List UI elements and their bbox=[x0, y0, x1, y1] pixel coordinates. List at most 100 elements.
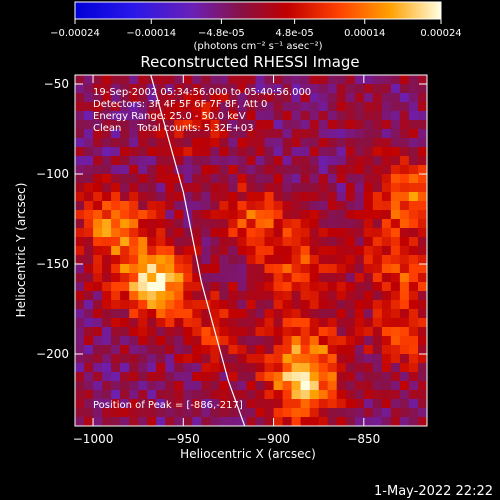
heatmap-cell bbox=[327, 75, 338, 85]
heatmap-cell bbox=[327, 363, 338, 373]
heatmap-cell bbox=[381, 210, 392, 220]
heatmap-cell bbox=[147, 147, 157, 157]
heatmap-cell bbox=[174, 75, 184, 85]
heatmap-cell bbox=[111, 201, 121, 211]
heatmap-cell bbox=[102, 129, 112, 139]
heatmap-cell bbox=[201, 273, 212, 283]
heatmap-cell bbox=[345, 120, 356, 130]
heatmap-cell bbox=[399, 417, 410, 426]
heatmap-cell bbox=[246, 120, 257, 130]
heatmap-cell bbox=[255, 282, 266, 292]
heatmap-cell bbox=[327, 201, 338, 211]
heatmap-cell bbox=[255, 273, 266, 283]
heatmap-cell bbox=[192, 417, 202, 426]
heatmap-cell bbox=[75, 165, 85, 175]
heatmap-cell bbox=[120, 372, 130, 382]
heatmap-cell bbox=[354, 399, 365, 409]
heatmap-cell bbox=[381, 255, 392, 265]
heatmap-cell bbox=[165, 228, 175, 238]
heatmap-cell bbox=[219, 327, 230, 337]
heatmap-cell bbox=[75, 273, 85, 283]
heatmap-cell bbox=[418, 120, 427, 130]
heatmap-cell bbox=[183, 183, 193, 193]
heatmap-cell bbox=[111, 273, 121, 283]
heatmap-cell bbox=[399, 363, 410, 373]
heatmap-cell bbox=[84, 174, 94, 184]
heatmap-cell bbox=[183, 399, 193, 409]
heatmap-cell bbox=[174, 210, 184, 220]
heatmap-cell bbox=[147, 156, 157, 166]
heatmap-cell bbox=[336, 174, 347, 184]
heatmap-cell bbox=[399, 156, 410, 166]
heatmap-cell bbox=[84, 246, 94, 256]
heatmap-cell bbox=[120, 300, 130, 310]
heatmap-cell bbox=[399, 138, 410, 148]
heatmap-cell bbox=[120, 309, 130, 319]
heatmap-cell bbox=[147, 336, 157, 346]
heatmap-cell bbox=[273, 210, 284, 220]
heatmap-cell bbox=[84, 219, 94, 229]
heatmap-cell bbox=[174, 345, 184, 355]
heatmap-cell bbox=[309, 282, 320, 292]
heatmap-cell bbox=[174, 363, 184, 373]
heatmap-cell bbox=[120, 255, 130, 265]
heatmap-cell bbox=[264, 102, 275, 112]
heatmap-cell bbox=[138, 345, 148, 355]
heatmap-cell bbox=[138, 390, 148, 400]
heatmap-cell bbox=[264, 264, 275, 274]
heatmap-cell bbox=[93, 246, 103, 256]
heatmap-cell bbox=[147, 201, 157, 211]
heatmap-cell bbox=[309, 390, 320, 400]
heatmap-cell bbox=[111, 192, 121, 202]
heatmap-cell bbox=[318, 390, 329, 400]
heatmap-cell bbox=[255, 183, 266, 193]
heatmap-cell bbox=[165, 372, 175, 382]
heatmap-cell bbox=[228, 246, 239, 256]
heatmap-cell bbox=[336, 372, 347, 382]
heatmap-cell bbox=[309, 309, 320, 319]
heatmap-cell bbox=[246, 264, 257, 274]
heatmap-cell bbox=[282, 408, 293, 418]
heatmap-cell bbox=[246, 309, 257, 319]
heatmap-cell bbox=[327, 291, 338, 301]
heatmap-cell bbox=[120, 318, 130, 328]
heatmap-cell bbox=[381, 156, 392, 166]
heatmap-cell bbox=[183, 237, 193, 247]
heatmap-cell bbox=[147, 120, 157, 130]
heatmap-cell bbox=[174, 246, 184, 256]
heatmap-cell bbox=[418, 264, 427, 274]
heatmap-cell bbox=[282, 291, 293, 301]
heatmap-cell bbox=[147, 264, 157, 274]
heatmap-cell bbox=[75, 120, 85, 130]
heatmap-cell bbox=[372, 174, 383, 184]
heatmap-cell bbox=[147, 345, 157, 355]
heatmap-cell bbox=[228, 138, 239, 148]
heatmap-cell bbox=[255, 345, 266, 355]
heatmap-cell bbox=[138, 264, 148, 274]
heatmap-cell bbox=[219, 336, 230, 346]
y-tick-label: −100 bbox=[36, 167, 69, 181]
heatmap-cell bbox=[111, 102, 121, 112]
x-tick-label: −950 bbox=[167, 432, 200, 446]
heatmap-cell bbox=[75, 111, 85, 121]
heatmap-cell bbox=[237, 210, 248, 220]
heatmap-cell bbox=[201, 219, 212, 229]
heatmap-cell bbox=[408, 327, 419, 337]
heatmap-cell bbox=[372, 102, 383, 112]
heatmap-cell bbox=[210, 336, 221, 346]
heatmap-cell bbox=[93, 354, 103, 364]
heatmap-cell bbox=[129, 309, 139, 319]
heatmap-cell bbox=[336, 300, 347, 310]
heatmap-cell bbox=[93, 156, 103, 166]
heatmap-cell bbox=[381, 237, 392, 247]
heatmap-cell bbox=[381, 291, 392, 301]
heatmap-cell bbox=[255, 264, 266, 274]
heatmap-cell bbox=[381, 381, 392, 391]
heatmap-cell bbox=[381, 174, 392, 184]
heatmap-cell bbox=[156, 390, 166, 400]
heatmap-cell bbox=[381, 201, 392, 211]
heatmap-cell bbox=[228, 237, 239, 247]
heatmap-cell bbox=[156, 138, 166, 148]
heatmap-cell bbox=[372, 147, 383, 157]
heatmap-cell bbox=[174, 156, 184, 166]
